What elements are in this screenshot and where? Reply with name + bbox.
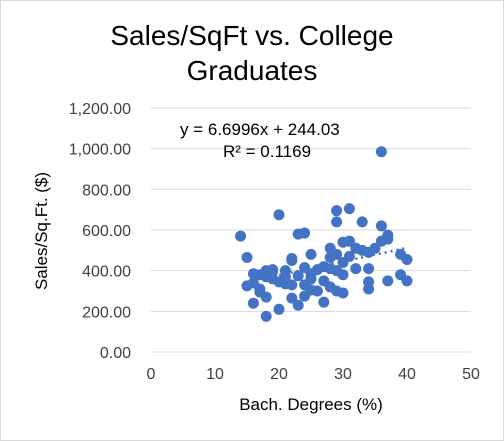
- gridlines: [151, 107, 471, 353]
- data-point: [382, 233, 394, 245]
- data-point: [235, 230, 247, 242]
- x-axis-label: Bach. Degrees (%): [239, 395, 383, 414]
- trendline-equation: y = 6.6996x + 244.03: [180, 120, 340, 139]
- x-tick-label: 20: [270, 366, 288, 383]
- y-tick-label: 1,200.00: [69, 101, 131, 118]
- trendline-r-squared: R² = 0.1169: [223, 142, 311, 161]
- y-tick-label: 1,000.00: [69, 142, 131, 159]
- y-tick-label: 200.00: [82, 304, 131, 321]
- data-point: [337, 269, 349, 281]
- x-tick-label: 40: [398, 366, 416, 383]
- y-tick-labels: 0.00 200.00 400.00 600.00 800.00 1,000.00 1,20…: [69, 101, 131, 362]
- data-point: [273, 209, 285, 221]
- y-tick-label: 0.00: [100, 345, 131, 362]
- data-point: [286, 252, 298, 264]
- data-point: [350, 263, 362, 275]
- data-point: [318, 296, 330, 308]
- data-point: [279, 271, 291, 283]
- data-point: [401, 253, 413, 265]
- data-point: [241, 251, 253, 263]
- data-point: [343, 250, 355, 262]
- data-point: [292, 299, 304, 311]
- data-point: [286, 292, 298, 304]
- chart-title-line-1: Sales/SqFt vs. College: [110, 20, 393, 51]
- y-tick-label: 800.00: [82, 182, 131, 199]
- x-tick-labels: 0 10 20 30 40 50: [147, 366, 480, 383]
- data-point: [286, 279, 298, 291]
- data-point: [299, 227, 311, 239]
- data-point: [343, 203, 355, 215]
- trendline: [243, 246, 408, 284]
- data-point: [331, 216, 343, 228]
- data-point: [369, 242, 381, 254]
- data-point: [331, 248, 343, 260]
- data-point: [292, 270, 304, 282]
- data-point: [260, 291, 272, 303]
- data-point: [260, 310, 272, 322]
- data-point: [401, 275, 413, 287]
- data-point: [337, 287, 349, 299]
- data-point: [331, 205, 343, 217]
- data-point: [375, 220, 387, 232]
- y-axis-label: Sales/Sq.Ft. ($): [32, 172, 51, 290]
- data-point: [305, 248, 317, 260]
- data-point: [247, 297, 259, 309]
- x-tick-label: 30: [334, 366, 352, 383]
- data-point: [311, 285, 323, 297]
- data-point: [305, 273, 317, 285]
- x-tick-label: 0: [147, 366, 156, 383]
- data-point: [273, 303, 285, 315]
- chart-title-line-2: Graduates: [187, 55, 318, 86]
- data-point: [363, 276, 375, 288]
- data-points: [235, 146, 413, 322]
- y-tick-label: 400.00: [82, 264, 131, 281]
- data-point: [267, 264, 279, 276]
- y-tick-label: 600.00: [82, 223, 131, 240]
- x-tick-label: 10: [206, 366, 224, 383]
- data-point: [382, 275, 394, 287]
- x-tick-label: 50: [462, 366, 480, 383]
- data-point: [343, 235, 355, 247]
- data-point: [375, 146, 387, 158]
- data-point: [356, 216, 368, 228]
- data-point: [363, 263, 375, 275]
